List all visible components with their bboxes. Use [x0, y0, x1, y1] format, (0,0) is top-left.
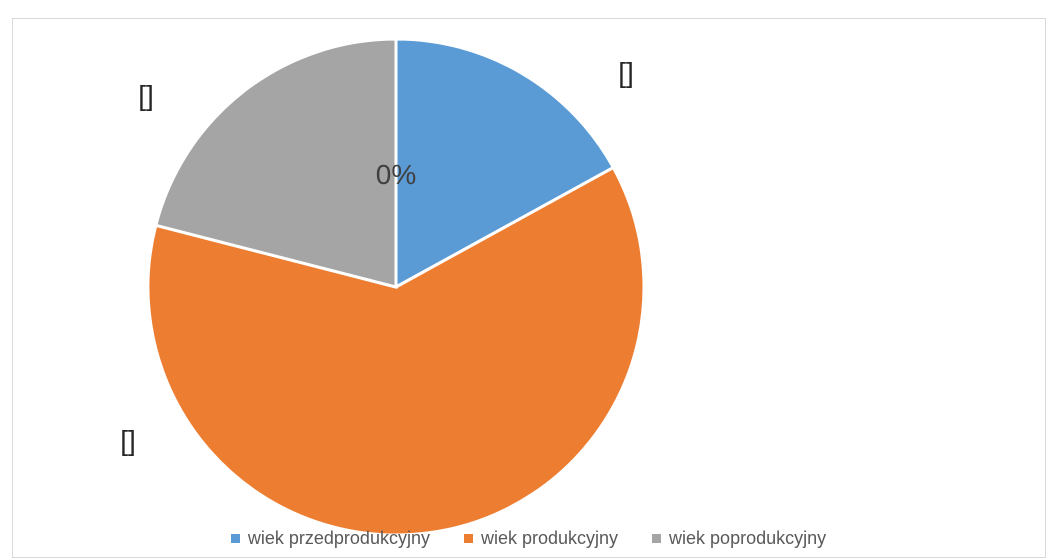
legend: wiek przedprodukcyjny wiek produkcyjny w… [0, 528, 1057, 549]
pie-slice-poprodukcyjny [153, 37, 398, 289]
legend-label-poprodukcyjny: wiek poprodukcyjny [669, 528, 827, 548]
legend-item-poprodukcyjny: wiek poprodukcyjny [652, 528, 826, 549]
legend-label-produkcyjny: wiek produkcyjny [480, 528, 619, 548]
pie-slice-produkcyjny [146, 165, 646, 537]
legend-swatch-produkcyjny [463, 534, 473, 543]
data-label-poprodukcyjny: [] [138, 80, 154, 111]
pie-data-labels: [] [] [] [120, 57, 634, 456]
legend-item-produkcyjny: wiek produkcyjny [463, 528, 619, 549]
data-label-przedprodukcyjny: [] [618, 57, 634, 88]
legend-swatch-przedprodukcyjny [230, 534, 240, 543]
legend-swatch-poprodukcyjny [652, 534, 662, 543]
data-label-produkcyjny: [] [120, 425, 136, 456]
center-value-label: 0% [376, 159, 416, 190]
legend-label-przedprodukcyjny: wiek przedprodukcyjny [247, 528, 430, 548]
pie-slice-przedprodukcyjny [394, 37, 616, 290]
pie-slices [146, 37, 646, 537]
chart-frame [12, 18, 1046, 558]
legend-item-przedprodukcyjny: wiek przedprodukcyjny [230, 528, 430, 549]
